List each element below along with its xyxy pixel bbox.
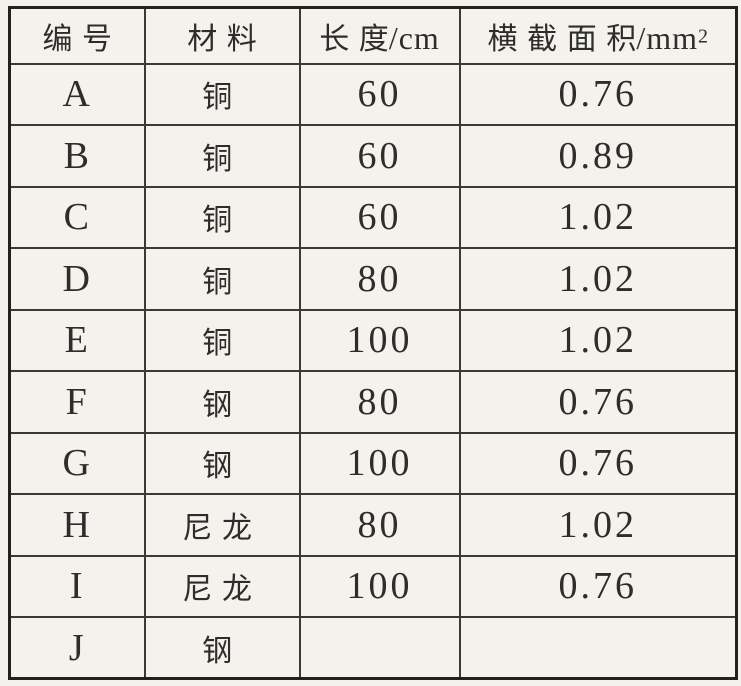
table-row: F 钢 80 0.76 xyxy=(8,370,738,434)
cell-material: 铜 xyxy=(143,185,301,249)
cell-material: 尼龙 xyxy=(143,493,301,557)
column-header-id: 编号 xyxy=(8,6,146,65)
cell-area: 1.02 xyxy=(458,308,738,372)
cell-material: 铜 xyxy=(143,247,301,311)
cell-id: I xyxy=(8,554,146,618)
cell-material: 铜 xyxy=(143,62,301,126)
cell-material: 尼龙 xyxy=(143,554,301,618)
table-row: H 尼龙 80 1.02 xyxy=(8,493,738,557)
table-row: C 铜 60 1.02 xyxy=(8,185,738,249)
cell-id: E xyxy=(8,308,146,372)
column-header-length: 长度/cm xyxy=(298,6,461,65)
cell-id: J xyxy=(8,616,146,680)
cell-length xyxy=(298,616,461,680)
table-row: J 钢 xyxy=(8,616,738,680)
cell-area: 0.76 xyxy=(458,554,738,618)
column-header-area-unit: /mm xyxy=(636,19,698,56)
cell-length: 80 xyxy=(298,493,461,557)
cell-material: 铜 xyxy=(143,308,301,372)
table-row: E 铜 100 1.02 xyxy=(8,308,738,372)
cell-area: 1.02 xyxy=(458,247,738,311)
cell-id: B xyxy=(8,124,146,188)
cell-id: F xyxy=(8,370,146,434)
column-header-material-label: 材料 xyxy=(187,22,267,56)
cell-length: 60 xyxy=(298,124,461,188)
scanned-table-region: 编号 材料 长度/cm 横截面积/mm2 A 铜 60 0.76 xyxy=(8,6,738,680)
cell-material: 钢 xyxy=(143,370,301,434)
table-header: 编号 材料 长度/cm 横截面积/mm2 xyxy=(8,6,738,65)
table-row: I 尼龙 100 0.76 xyxy=(8,554,738,618)
cell-area: 1.02 xyxy=(458,185,738,249)
header-row: 编号 材料 长度/cm 横截面积/mm2 xyxy=(8,6,738,65)
cell-area: 1.02 xyxy=(458,493,738,557)
cell-area: 0.76 xyxy=(458,62,738,126)
column-header-area: 横截面积/mm2 xyxy=(458,6,738,65)
cell-length: 100 xyxy=(298,554,461,618)
table-body: A 铜 60 0.76 B 铜 60 0.89 C 铜 60 1.02 D 铜 … xyxy=(8,62,738,680)
column-header-area-superscript: 2 xyxy=(697,25,708,48)
column-header-material: 材料 xyxy=(143,6,301,65)
cell-area: 0.89 xyxy=(458,124,738,188)
column-header-area-label: 横截面积 xyxy=(487,22,646,56)
cell-material: 钢 xyxy=(143,616,301,680)
cell-area: 0.76 xyxy=(458,431,738,495)
table-row: A 铜 60 0.76 xyxy=(8,62,738,126)
column-header-length-unit: /cm xyxy=(388,19,440,56)
table-row: D 铜 80 1.02 xyxy=(8,247,738,311)
cell-area xyxy=(458,616,738,680)
cell-id: D xyxy=(8,247,146,311)
cell-material: 铜 xyxy=(143,124,301,188)
cell-length: 100 xyxy=(298,308,461,372)
cell-id: H xyxy=(8,493,146,557)
column-header-length-label: 长度 xyxy=(319,22,399,56)
cell-id: A xyxy=(8,62,146,126)
cell-area: 0.76 xyxy=(458,370,738,434)
cell-length: 60 xyxy=(298,62,461,126)
table-row: G 钢 100 0.76 xyxy=(8,431,738,495)
cell-id: C xyxy=(8,185,146,249)
cell-material: 钢 xyxy=(143,431,301,495)
cell-length: 80 xyxy=(298,247,461,311)
column-header-id-label: 编号 xyxy=(42,22,122,56)
cell-length: 100 xyxy=(298,431,461,495)
cell-length: 80 xyxy=(298,370,461,434)
table-row: B 铜 60 0.89 xyxy=(8,124,738,188)
cell-length: 60 xyxy=(298,185,461,249)
materials-table: 编号 材料 长度/cm 横截面积/mm2 A 铜 60 0.76 xyxy=(8,6,738,680)
cell-id: G xyxy=(8,431,146,495)
